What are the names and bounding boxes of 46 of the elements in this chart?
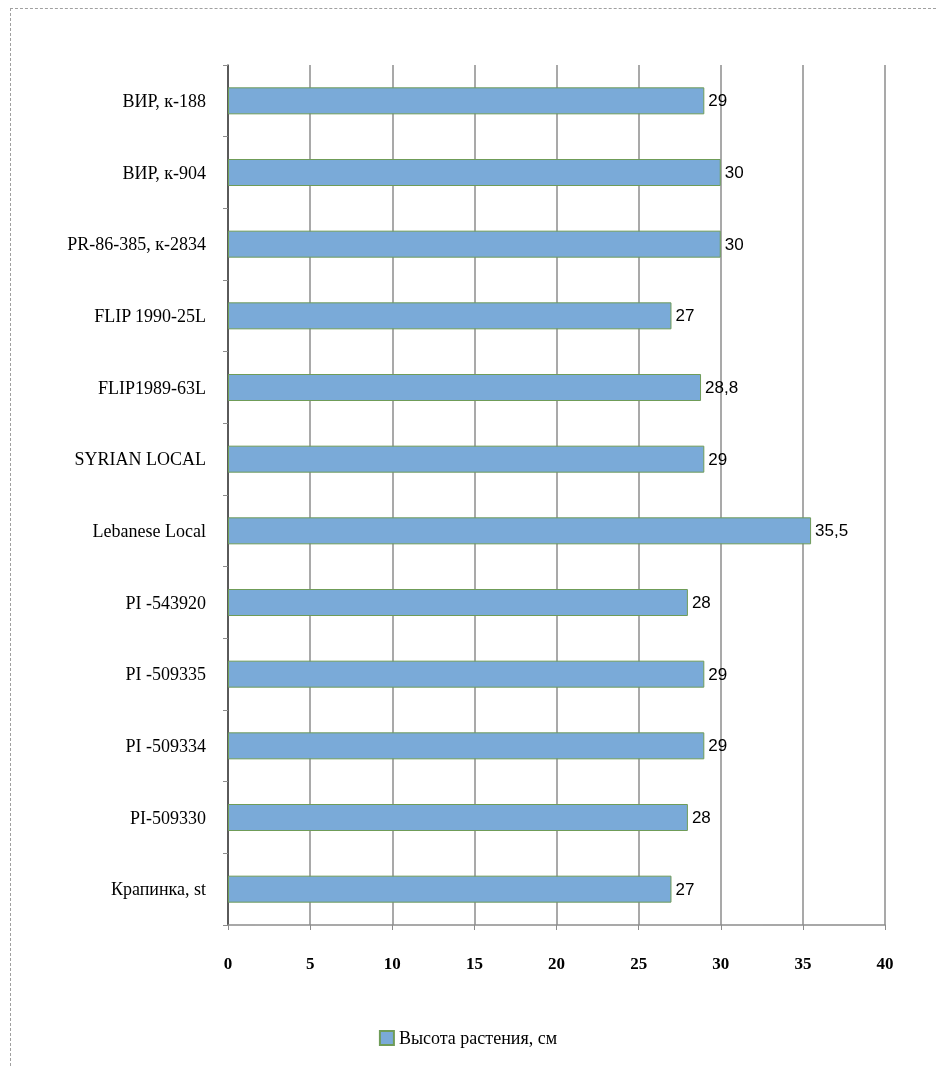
- data-label: 27: [675, 306, 695, 326]
- legend-label: Высота растения, см: [398, 1028, 558, 1048]
- data-label: 35,5: [815, 521, 849, 541]
- bar: [228, 517, 812, 545]
- bar: [228, 445, 705, 473]
- y-tick-label: PI-509330: [130, 807, 206, 828]
- data-label: 29: [708, 736, 728, 756]
- x-tick-label: 0: [223, 954, 233, 973]
- y-tick-label: PI -509334: [125, 735, 206, 756]
- y-tick-label: ВИР, к-188: [122, 90, 206, 111]
- y-tick-label: PI -543920: [125, 592, 206, 613]
- y-tick-label: PR-86-385, к-2834: [67, 234, 206, 255]
- bar: [228, 230, 721, 258]
- bar: [228, 589, 688, 616]
- y-tick-label: FLIP1989-63L: [98, 377, 206, 398]
- y-tick-label: ВИР, к-904: [122, 162, 206, 183]
- data-label: 28: [691, 808, 711, 827]
- data-label: 30: [724, 234, 744, 254]
- x-tick-label: 5: [305, 954, 315, 973]
- bar: [228, 804, 688, 831]
- data-label: 30: [724, 163, 744, 182]
- y-tick-label: Lebanese Local: [92, 520, 206, 541]
- x-tick-label: 35: [794, 954, 812, 973]
- data-label: 27: [675, 879, 695, 899]
- x-tick-label: 25: [630, 954, 648, 973]
- x-tick-label: 10: [383, 954, 401, 973]
- bar: [228, 875, 672, 903]
- data-label: 29: [708, 91, 728, 111]
- y-tick-label: SYRIAN LOCAL: [74, 449, 206, 470]
- bar: [228, 374, 702, 401]
- data-label: 28,8: [705, 378, 739, 397]
- y-tick-label: Крапинка, st: [110, 879, 206, 900]
- y-tick-label: PI -509335: [125, 664, 206, 685]
- bar: [228, 159, 721, 186]
- x-tick-label: 20: [548, 954, 565, 973]
- bar: [228, 87, 705, 115]
- x-tick-label: 30: [712, 954, 730, 973]
- x-tick-label: 40: [876, 954, 894, 973]
- y-tick-label: FLIP 1990-25L: [94, 305, 206, 326]
- bar: [228, 732, 705, 760]
- data-label: 29: [708, 664, 728, 684]
- x-tick-label: 15: [465, 954, 483, 973]
- data-label: 28: [691, 593, 711, 612]
- bar: [228, 302, 672, 330]
- data-label: 29: [708, 449, 728, 469]
- bar: [228, 660, 705, 688]
